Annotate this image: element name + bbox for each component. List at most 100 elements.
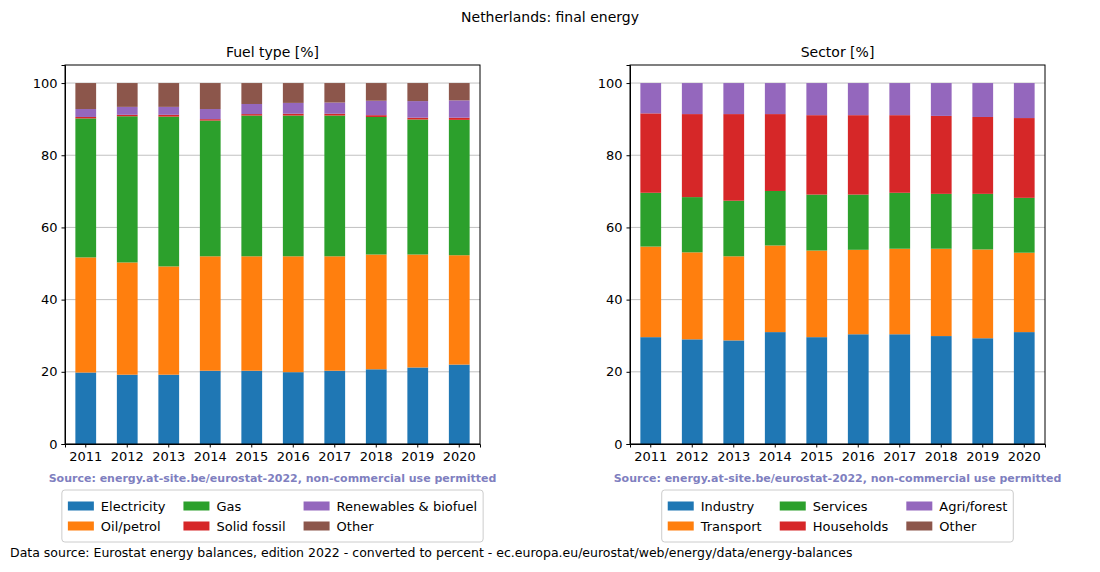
bar <box>931 83 952 84</box>
x-tick-mark <box>334 444 335 448</box>
bar <box>640 247 661 338</box>
x-tick-mark <box>417 444 418 448</box>
bar <box>324 83 345 102</box>
bar <box>283 116 304 257</box>
bars <box>75 83 469 444</box>
bar <box>449 120 470 255</box>
x-tick-mark <box>816 444 817 448</box>
x-tick-mark <box>251 444 252 448</box>
x-tick: 2018 <box>925 444 958 464</box>
bar <box>158 117 179 267</box>
y-tick-mark <box>62 227 66 228</box>
y-tick-label: 40 <box>41 292 58 307</box>
y-tick-mark <box>62 300 66 301</box>
y-tick-label: 60 <box>41 220 58 235</box>
bar <box>158 266 179 374</box>
bar <box>200 256 221 370</box>
x-tick: 2014 <box>759 444 792 464</box>
grid <box>630 83 1045 444</box>
bar <box>75 109 96 117</box>
x-tick: 2016 <box>842 444 875 464</box>
bar <box>972 83 993 117</box>
legend-label: Gas <box>216 499 241 514</box>
y-tick: 80 <box>41 148 65 163</box>
legend-label: Households <box>813 519 889 534</box>
legend-label: Other <box>337 519 375 534</box>
bar <box>283 103 304 114</box>
legend-label: Other <box>939 519 977 534</box>
series <box>640 191 1034 256</box>
x-tick-label: 2016 <box>842 449 875 464</box>
y-tick-mark <box>627 372 631 373</box>
x-tick-mark <box>982 444 983 448</box>
legend-swatch <box>780 502 806 511</box>
x-axis-line <box>631 445 1046 448</box>
x-tick-label: 2017 <box>883 449 916 464</box>
bar <box>75 118 96 257</box>
figure-title: Netherlands: final energy <box>461 9 639 25</box>
bar <box>366 115 387 117</box>
legend: IndustryTransportServicesHouseholdsAgri/… <box>662 490 1014 542</box>
bar <box>889 115 910 193</box>
x-tick: 2020 <box>1008 444 1041 464</box>
x-tick-label: 2013 <box>717 449 750 464</box>
bar <box>158 83 179 107</box>
bar <box>407 83 428 101</box>
legend-swatch <box>183 522 209 531</box>
bar <box>889 193 910 249</box>
x-tick: 2011 <box>634 444 667 464</box>
y-tick: 0 <box>614 437 630 452</box>
bar <box>117 375 138 444</box>
bar <box>241 116 262 257</box>
bar <box>972 117 993 194</box>
x-tick-label: 2011 <box>69 449 102 464</box>
legend-item: Agri/forest <box>906 499 1007 514</box>
legend-swatch <box>668 522 694 531</box>
bar <box>889 83 910 84</box>
legend-item: Solid fossil <box>183 519 285 534</box>
bar <box>640 113 661 192</box>
y-tick: 60 <box>41 220 65 235</box>
bars <box>640 83 1034 444</box>
bar <box>848 334 869 444</box>
chart-title: Fuel type [%] <box>226 44 319 60</box>
y-tick-mark <box>627 155 631 156</box>
bar <box>407 101 428 118</box>
chart-title: Sector [%] <box>801 44 875 60</box>
bar <box>1014 118 1035 198</box>
grid <box>65 83 480 444</box>
y-tick-label: 40 <box>606 292 623 307</box>
x-tick-mark <box>899 444 900 448</box>
legend-item: Other <box>906 519 977 534</box>
legend-frame <box>662 490 1014 542</box>
bar <box>640 337 661 444</box>
y-tick-label: 80 <box>41 148 58 163</box>
bar <box>848 83 869 84</box>
bar <box>931 116 952 194</box>
x-tick: 2019 <box>966 444 999 464</box>
bar <box>324 116 345 257</box>
bar <box>117 83 138 107</box>
bar <box>806 195 827 251</box>
bar <box>407 120 428 255</box>
x-tick-mark <box>775 444 776 448</box>
bar <box>1014 198 1035 253</box>
bar <box>449 118 470 120</box>
legend-label: Services <box>813 499 868 514</box>
bar <box>158 375 179 444</box>
legend-item: Transport <box>668 519 762 534</box>
bar <box>324 103 345 114</box>
x-tick: 2014 <box>194 444 227 464</box>
bar <box>366 255 387 370</box>
x-tick-label: 2014 <box>759 449 792 464</box>
bar <box>682 252 703 339</box>
bar <box>117 116 138 262</box>
bar <box>324 256 345 370</box>
bar <box>75 257 96 372</box>
bar <box>366 83 387 101</box>
series <box>75 255 469 375</box>
bar <box>682 339 703 444</box>
bar <box>682 114 703 197</box>
legend-swatch <box>304 502 330 511</box>
x-tick-label: 2015 <box>800 449 833 464</box>
